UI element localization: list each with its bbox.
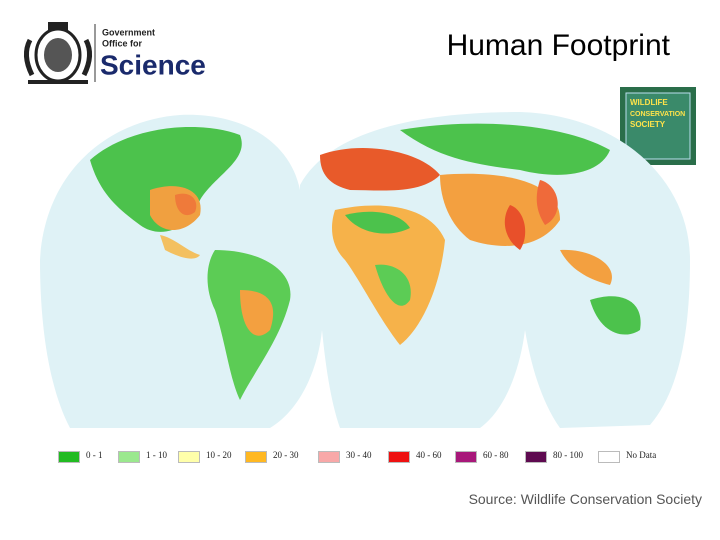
legend-label: 40 - 60 bbox=[416, 450, 442, 460]
legend-label: 30 - 40 bbox=[346, 450, 372, 460]
partner-logo-line: WILDLIFE bbox=[630, 98, 668, 107]
legend-swatch bbox=[318, 451, 340, 463]
legend-swatch bbox=[455, 451, 477, 463]
legend-label: 20 - 30 bbox=[273, 450, 299, 460]
logo-line: Government bbox=[102, 27, 155, 37]
source-text: Source: Wildlife Conservation Society bbox=[468, 491, 702, 507]
partner-logo-line: CONSERVATION bbox=[630, 111, 685, 118]
legend-swatch bbox=[118, 451, 140, 463]
slide-title: Human Footprint bbox=[447, 29, 671, 62]
legend-label: 1 - 10 bbox=[146, 450, 167, 460]
legend-label: 60 - 80 bbox=[483, 450, 509, 460]
legend: 0 - 1 1 - 10 10 - 20 20 - 30 30 - 40 40 - 60 6… bbox=[58, 449, 698, 465]
legend-swatch bbox=[58, 451, 80, 463]
logo-line: Office for bbox=[102, 38, 143, 48]
legend-swatch bbox=[525, 451, 547, 463]
legend-label: No Data bbox=[626, 450, 657, 460]
legend-label: 80 - 100 bbox=[553, 450, 583, 460]
legend-swatch bbox=[245, 451, 267, 463]
legend-swatch bbox=[178, 451, 200, 463]
legend-swatch bbox=[388, 451, 410, 463]
partner-logo-inner bbox=[625, 92, 691, 160]
crest bbox=[24, 22, 92, 84]
legend-label: 0 - 1 bbox=[86, 450, 103, 460]
land bbox=[90, 123, 641, 400]
legend-swatch bbox=[598, 451, 620, 463]
legend-label: 10 - 20 bbox=[206, 450, 232, 460]
logo-science: Science bbox=[100, 49, 206, 80]
partner-logo-line: SOCIETY bbox=[630, 120, 666, 129]
